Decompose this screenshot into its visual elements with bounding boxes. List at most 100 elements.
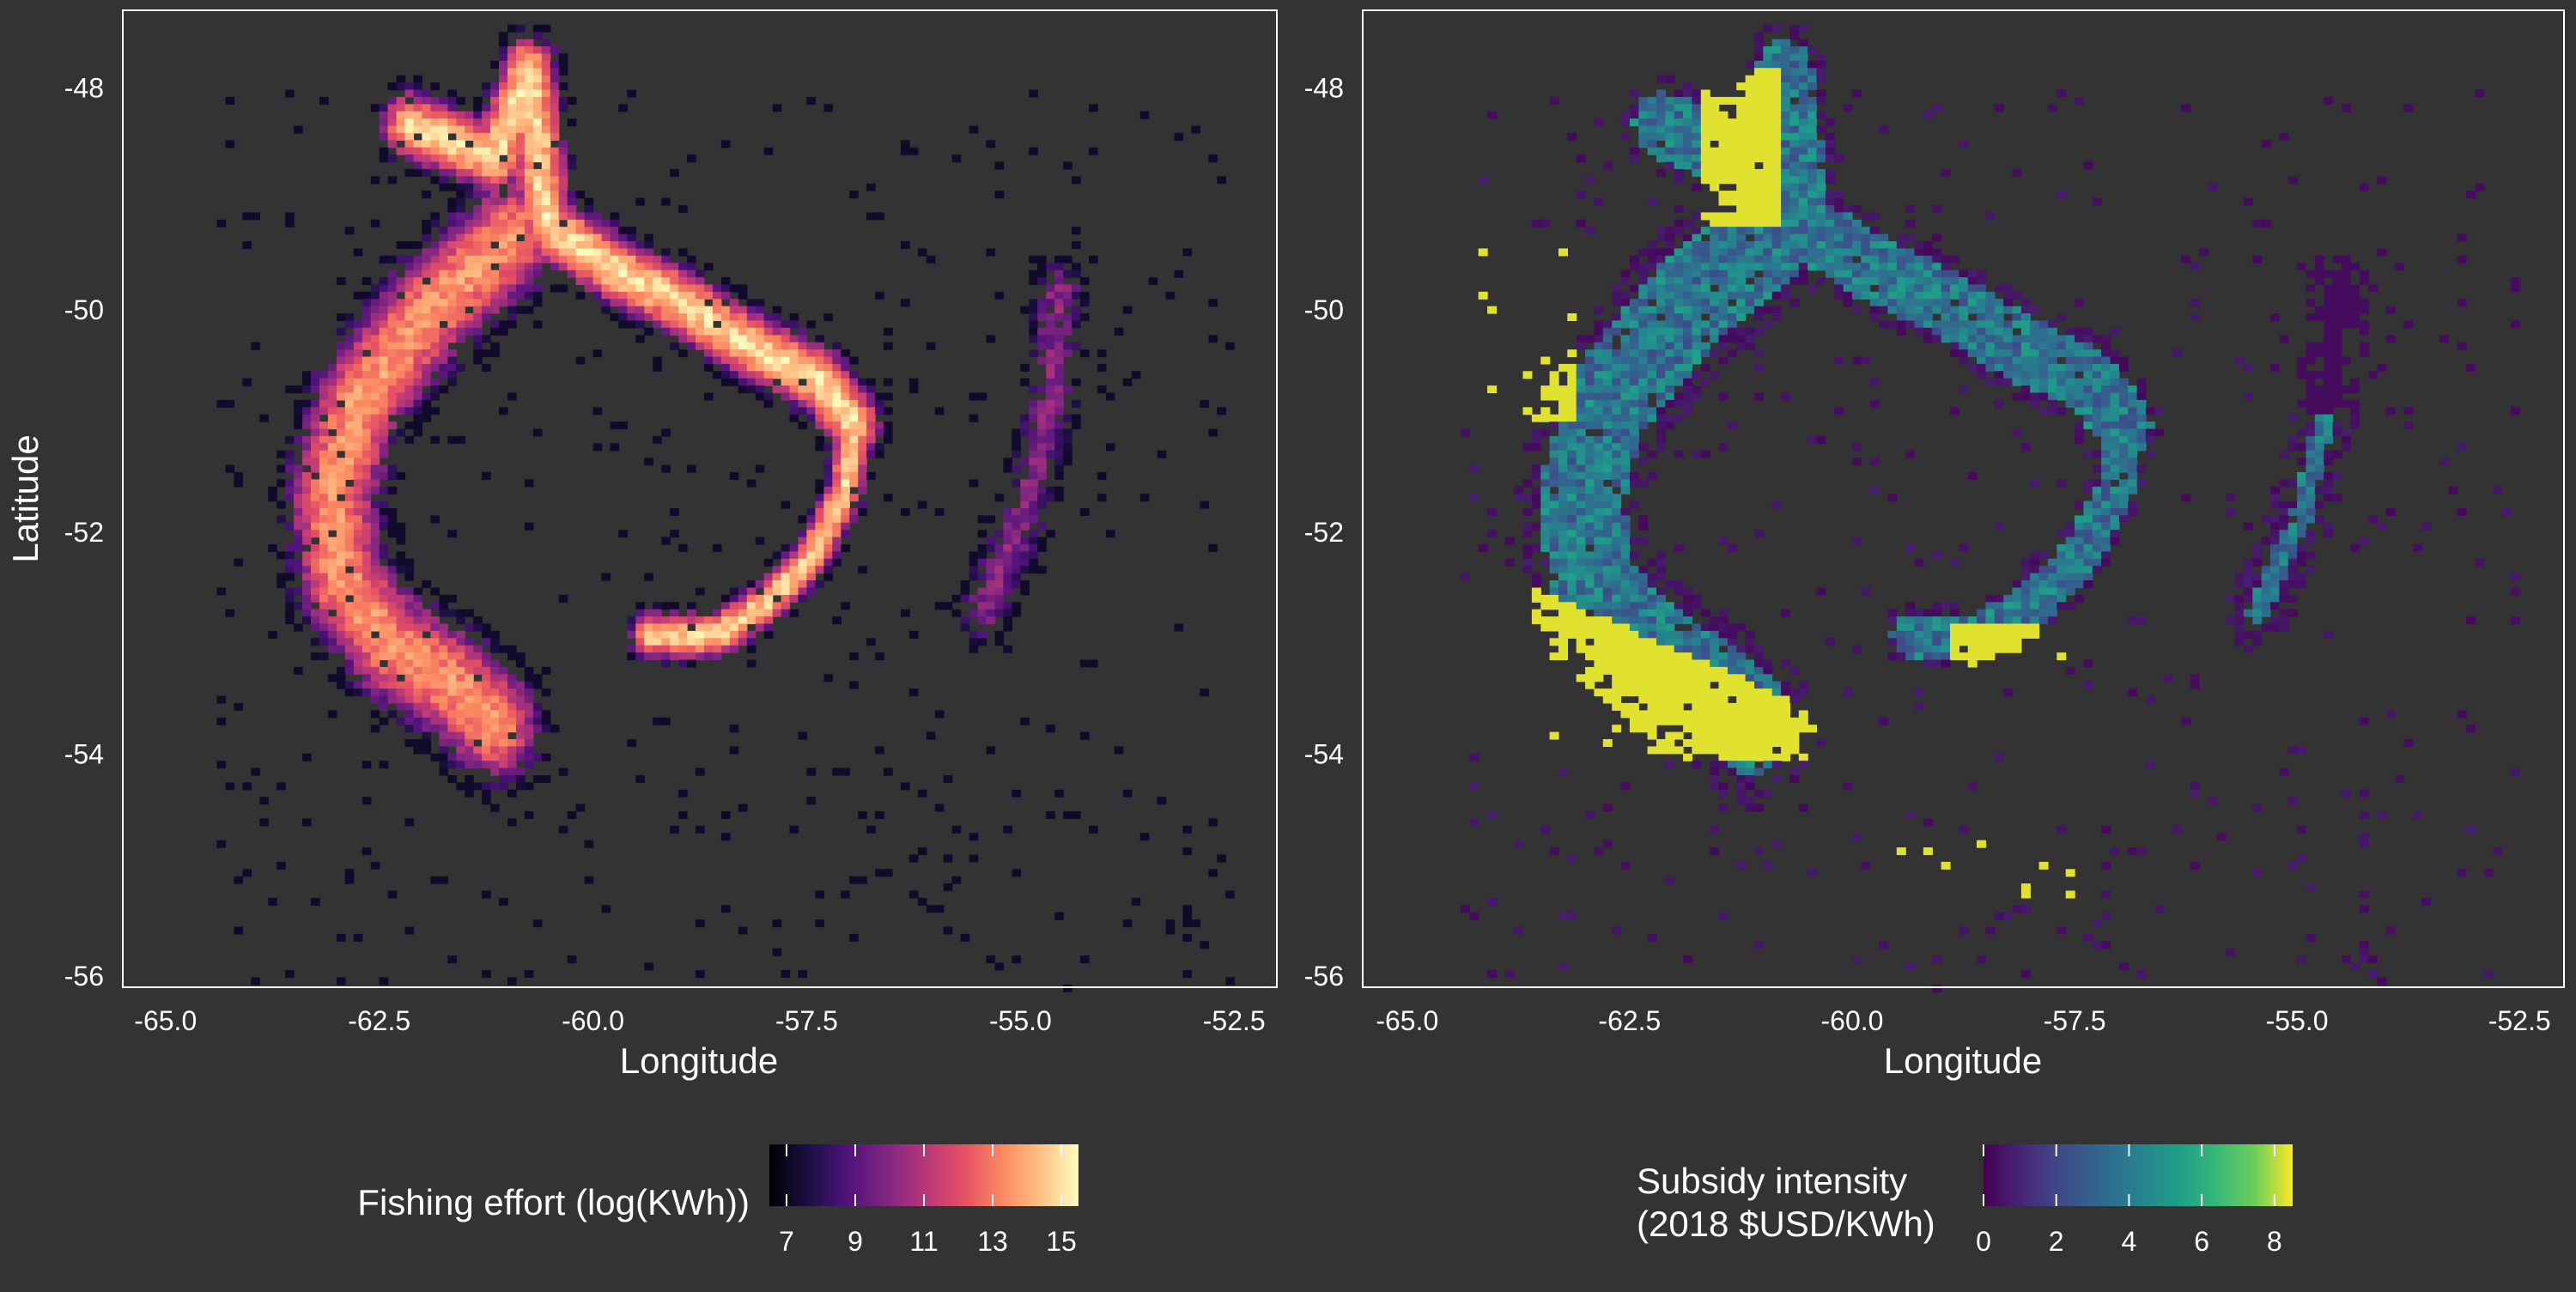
effort-cell [387,710,398,719]
subsidy-cell [1789,299,1800,307]
effort-cell [772,609,782,617]
effort-cell [422,140,431,149]
subsidy-cell [2110,530,2120,538]
effort-cell [541,227,551,235]
subsidy-cell [1620,385,1631,394]
effort-cell [1020,566,1030,574]
effort-cell [430,176,440,185]
subsidy-cell [2252,219,2263,227]
subsidy-cell [2297,263,2307,271]
effort-cell [532,96,543,105]
effort-cell [1037,299,1047,307]
effort-cell [541,68,551,76]
subsidy-cell [1879,270,1889,278]
subsidy-cell [2101,428,2111,437]
effort-cell [311,486,320,494]
effort-cell [311,616,320,625]
effort-cell [447,147,457,155]
effort-cell [670,284,679,293]
effort-cell [1046,363,1055,372]
effort-cell [379,255,389,264]
effort-cell [901,140,910,149]
effort-cell [558,183,568,191]
subsidy-cell [1638,284,1649,293]
effort-cell [430,104,440,112]
effort-cell [789,371,799,379]
subsidy-cell [2020,378,2031,386]
subsidy-cell [1781,104,1791,112]
effort-cell [336,566,346,574]
effort-cell [499,291,508,300]
subsidy-cell [2118,515,2129,524]
effort-cell [875,392,884,401]
subsidy-cell [1771,191,1782,199]
subsidy-cell [1683,313,1693,321]
effort-cell [490,155,500,163]
effort-cell [456,782,465,791]
effort-cell [550,241,560,249]
subsidy-cell [2350,378,2360,386]
effort-cell [344,580,355,588]
effort-cell [644,652,653,661]
subsidy-cell [1807,111,1818,119]
effort-cell [344,681,355,689]
effort-cell [524,277,534,285]
effort-cell [763,392,774,401]
subsidy-cell [1781,39,1791,47]
subsidy-cell [1638,522,1649,531]
effort-cell [986,544,996,552]
effort-cell [259,818,269,827]
subsidy-cell [1674,342,1684,350]
subsidy-cell [1602,450,1613,458]
effort-cell [439,688,448,697]
subsidy-cell [1754,248,1764,257]
effort-cell [361,494,372,502]
effort-cell [746,356,756,365]
effort-cell [926,342,936,350]
effort-cell [1072,342,1081,350]
subsidy-cell [2252,544,2263,552]
effort-cell [687,659,696,668]
effort-cell [370,587,380,596]
effort-cell [755,464,765,473]
effort-cell [336,458,346,466]
subsidy-cell [1683,255,1693,264]
effort-cell [447,111,457,119]
effort-cell [302,500,312,509]
subsidy-cell [2110,363,2120,372]
effort-cell [447,327,457,336]
effort-cell [336,580,346,588]
effort-cell [1012,566,1021,574]
effort-cell [746,479,756,488]
subsidy-cell [1736,342,1747,350]
effort-cell [225,609,235,617]
subsidy-cell [1647,140,1657,149]
effort-cell [422,739,431,747]
subsidy-cell [2101,443,2111,452]
subsidy-cell [1700,255,1710,264]
effort-cell [1054,263,1064,271]
subsidy-cell [1647,306,1657,314]
effort-cell [447,197,457,206]
subsidy-cell [1727,327,1737,336]
subsidy-cell [1771,176,1782,185]
effort-cell [404,111,415,119]
effort-cell [1046,299,1055,307]
subsidy-cell [1852,537,1862,545]
effort-cell [772,335,782,343]
effort-cell [336,933,346,942]
effort-cell [404,659,415,668]
effort-cell [336,464,346,473]
effort-cell [490,306,500,314]
subsidy-cell [2057,313,2067,321]
effort-cell [627,234,636,242]
subsidy-cell [1745,227,1755,235]
effort-cell [473,761,483,769]
effort-cell [1208,155,1218,163]
subsidy-cell [1692,306,1702,314]
effort-cell [841,602,850,610]
subsidy-cell [2065,522,2075,531]
effort-cell [422,725,431,733]
effort-cell [532,299,543,307]
subsidy-cell [1576,378,1586,386]
